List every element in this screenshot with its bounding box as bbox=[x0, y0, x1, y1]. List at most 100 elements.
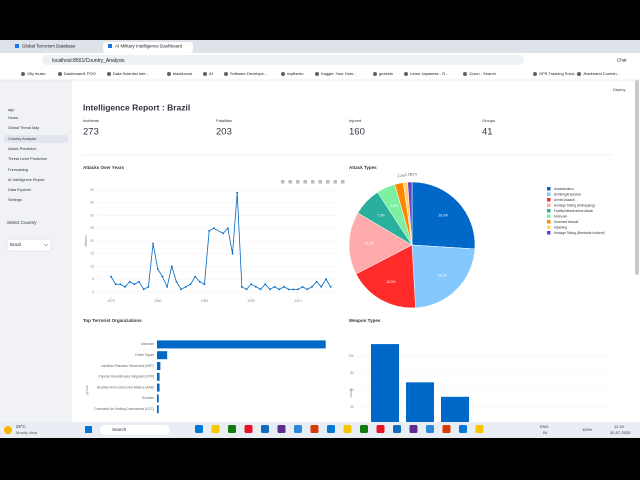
address-bar[interactable] bbox=[42, 55, 524, 65]
scrollbar bbox=[635, 80, 639, 275]
bookmark-icon bbox=[58, 72, 62, 76]
tab-title[interactable]: AI Military Intelligence Dashboard bbox=[115, 44, 183, 49]
modebar-button[interactable] bbox=[303, 180, 308, 184]
point bbox=[226, 227, 229, 230]
point bbox=[325, 278, 327, 281]
point bbox=[236, 191, 239, 194]
bookmark[interactable]: Jharkhand Combin... bbox=[583, 71, 620, 76]
bookmark[interactable]: Olly music bbox=[27, 71, 45, 76]
nav-item[interactable]: Settings bbox=[8, 198, 22, 202]
country-select[interactable] bbox=[6, 238, 52, 252]
point bbox=[133, 283, 136, 286]
bookmark[interactable]: Kaggle: Your Hom... bbox=[321, 71, 357, 76]
taskbar-app[interactable] bbox=[426, 425, 434, 433]
point bbox=[184, 285, 187, 288]
nav-item[interactable]: Threat Level Prediction bbox=[8, 157, 47, 161]
clock-time[interactable]: 11:19 bbox=[614, 424, 624, 429]
bookmark[interactable]: Dashboard1 POO bbox=[64, 71, 96, 76]
bookmark[interactable]: geeksfo bbox=[379, 71, 394, 76]
modebar-button[interactable] bbox=[311, 180, 315, 184]
taskbar-app[interactable] bbox=[327, 425, 335, 433]
modebar-button[interactable] bbox=[318, 180, 323, 184]
clock-date[interactable]: 30-07-2025 bbox=[610, 430, 631, 435]
point bbox=[222, 232, 225, 235]
y-tick-label: 5 bbox=[92, 277, 94, 281]
language[interactable]: ENG bbox=[540, 424, 549, 429]
active-tab[interactable] bbox=[103, 42, 193, 53]
bookmark-icon bbox=[107, 72, 111, 76]
point bbox=[198, 280, 201, 283]
taskbar-app[interactable] bbox=[228, 425, 236, 433]
nav-item[interactable]: Country Analysis bbox=[8, 137, 36, 141]
legend-swatch bbox=[547, 214, 551, 218]
taskbar-app[interactable] bbox=[244, 425, 253, 433]
taskbar-app[interactable] bbox=[475, 425, 484, 433]
nav-item[interactable]: AI Intelligence Report bbox=[8, 178, 45, 182]
point bbox=[212, 227, 215, 230]
nav-item[interactable]: Forecasting bbox=[8, 168, 28, 172]
taskbar-app[interactable] bbox=[409, 425, 418, 433]
search-box[interactable] bbox=[100, 425, 170, 435]
legend-label: Hostage Taking (Barricade Incident) bbox=[554, 231, 605, 235]
taskbar-app[interactable] bbox=[376, 425, 385, 433]
slice-label: 26.0% bbox=[439, 214, 448, 218]
modebar-button[interactable] bbox=[326, 180, 330, 184]
bookmark[interactable]: Software Develope... bbox=[230, 71, 267, 76]
modebar-button[interactable] bbox=[296, 180, 300, 184]
taskbar-app[interactable] bbox=[360, 425, 368, 433]
y-tick-label: 0 bbox=[92, 290, 94, 294]
metric-label: Incidents bbox=[83, 118, 99, 123]
slice-label: 18.3% bbox=[386, 280, 395, 284]
app-content: Deploy Intelligence Report : Brazil Sele… bbox=[0, 80, 639, 441]
modebar-button[interactable] bbox=[341, 180, 345, 184]
bookmark[interactable]: Data Scientist Inte... bbox=[113, 71, 149, 76]
nav-item[interactable]: app bbox=[8, 108, 14, 112]
tab-title[interactable]: Global Terrorism Database bbox=[22, 44, 76, 49]
bookmark[interactable]: Learn Japanese - R... bbox=[410, 71, 448, 76]
point bbox=[124, 285, 126, 288]
nav-item[interactable]: Global Threat Map bbox=[8, 126, 39, 130]
nav-item[interactable]: Data Explorer bbox=[8, 188, 32, 192]
bookmark[interactable]: 11zon - Search bbox=[469, 71, 496, 76]
bookmark[interactable]: blackboxai bbox=[173, 71, 192, 76]
taskbar-app[interactable] bbox=[261, 425, 269, 433]
bookmark[interactable]: myfiberto bbox=[287, 71, 304, 76]
taskbar-app[interactable] bbox=[459, 425, 467, 433]
taskbar-app[interactable] bbox=[195, 425, 203, 433]
point bbox=[142, 288, 145, 291]
bookmark-icon bbox=[315, 72, 319, 76]
modebar-button[interactable] bbox=[288, 180, 293, 184]
taskbar-app[interactable] bbox=[277, 425, 286, 433]
bookmark[interactable]: AI bbox=[209, 71, 213, 76]
point bbox=[278, 288, 281, 291]
region[interactable]: IN bbox=[543, 430, 547, 435]
battery[interactable]: 100% bbox=[582, 427, 593, 432]
url[interactable]: localhost:8501/Country_Analysis bbox=[52, 58, 125, 64]
search-text[interactable]: Search bbox=[112, 427, 127, 432]
start-button[interactable] bbox=[85, 426, 92, 433]
taskbar-app[interactable] bbox=[211, 425, 220, 433]
bookmark-icon bbox=[404, 72, 408, 76]
deploy-button[interactable]: Deploy bbox=[613, 87, 625, 92]
modebar-button[interactable] bbox=[281, 180, 285, 184]
bookmark-icon bbox=[577, 72, 581, 76]
chat-button[interactable]: Chat bbox=[617, 58, 627, 63]
bar bbox=[157, 340, 326, 349]
nav-item[interactable]: Home bbox=[8, 116, 18, 120]
modebar-button[interactable] bbox=[333, 180, 338, 184]
taskbar-app[interactable] bbox=[442, 425, 451, 433]
bookmark[interactable]: GPS Tracking Solut... bbox=[539, 71, 577, 76]
y-tick-label: Popular Revolutionary Vanguard (VPR) bbox=[99, 375, 154, 379]
point bbox=[194, 275, 197, 278]
taskbar-app[interactable] bbox=[310, 425, 319, 433]
taskbar-app[interactable] bbox=[343, 425, 352, 433]
taskbar-app[interactable] bbox=[294, 425, 302, 433]
nav-item[interactable]: Attack Prediction bbox=[8, 147, 37, 151]
select-value[interactable]: Brazil bbox=[10, 242, 21, 247]
point bbox=[287, 288, 290, 291]
pie-slice bbox=[411, 181, 476, 250]
point bbox=[175, 280, 178, 283]
taskbar-app[interactable] bbox=[393, 425, 401, 433]
browser-chrome: localhost:8501/Country_Analysis Chat Glo… bbox=[0, 40, 640, 81]
